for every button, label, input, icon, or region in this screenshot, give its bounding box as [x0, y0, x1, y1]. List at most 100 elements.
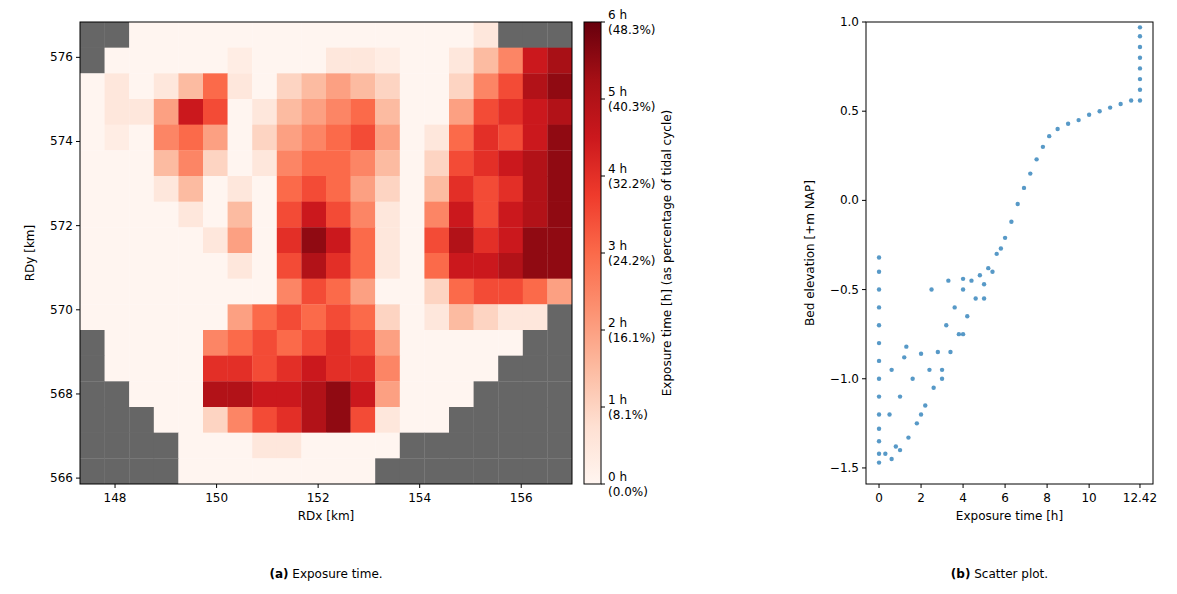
heatmap-cell — [154, 99, 179, 125]
scatter-point — [936, 350, 940, 354]
heatmap-cell — [400, 227, 425, 253]
heatmap-cell — [523, 202, 548, 228]
y-tick — [862, 200, 866, 201]
heatmap-cell — [203, 381, 228, 407]
scatter-point — [1015, 202, 1019, 206]
x-tick-label: 2 — [917, 491, 925, 505]
heatmap-cell — [326, 407, 351, 433]
scatter-point — [994, 252, 998, 256]
scatter-point — [1055, 127, 1059, 131]
y-tick — [76, 309, 80, 310]
heatmap-cell — [424, 304, 449, 330]
y-tick-label: 570 — [50, 303, 73, 317]
heatmap-cell — [277, 433, 302, 459]
heatmap-cell — [326, 150, 351, 176]
heatmap-cell — [498, 407, 523, 433]
heatmap-cell — [277, 176, 302, 202]
scatter-point — [1009, 220, 1013, 224]
heatmap-cell — [105, 150, 130, 176]
heatmap-cell — [203, 253, 228, 279]
heatmap-cell — [326, 176, 351, 202]
heatmap-cells — [80, 22, 572, 484]
y-tick-label: 568 — [50, 387, 73, 401]
scatter-point — [1138, 25, 1142, 29]
heatmap-cell — [498, 304, 523, 330]
y-tick-label: 0.0 — [840, 193, 859, 207]
heatmap-cell — [154, 279, 179, 305]
heatmap-cell — [228, 458, 253, 484]
heatmap-cell — [129, 176, 154, 202]
heatmap-cell — [277, 99, 302, 125]
heatmap-cell — [400, 150, 425, 176]
heatmap-cell — [474, 150, 499, 176]
heatmap-cell — [547, 279, 572, 305]
x-tick — [879, 484, 880, 488]
heatmap-cell — [375, 48, 400, 74]
heatmap-cell — [154, 458, 179, 484]
scatter-point — [906, 435, 910, 439]
heatmap-cell — [523, 356, 548, 382]
heatmap-cell — [547, 150, 572, 176]
heatmap-cell — [129, 330, 154, 356]
colorbar-tick-label-line: (8.1%) — [608, 408, 648, 422]
figure: 148150152154156566568570572574576RDx [km… — [0, 0, 1177, 594]
heatmap-cell — [105, 202, 130, 228]
panel-caption-text: Scatter plot. — [970, 567, 1048, 581]
y-tick — [76, 141, 80, 142]
scatter-point — [887, 412, 891, 416]
heatmap-cell — [228, 407, 253, 433]
heatmap-cell — [424, 381, 449, 407]
heatmap-cell — [498, 73, 523, 99]
heatmap-cell — [105, 458, 130, 484]
heatmap-cell — [400, 433, 425, 459]
colorbar-tick-label-line: 6 h — [608, 8, 627, 22]
x-tick — [963, 484, 964, 488]
colorbar-tick-label-line: 0 h — [608, 470, 627, 484]
heatmap-cell — [449, 73, 474, 99]
heatmap-cell — [228, 73, 253, 99]
heatmap-cell — [252, 176, 277, 202]
heatmap-cell — [105, 279, 130, 305]
scatter-point — [877, 305, 881, 309]
heatmap-cell — [523, 150, 548, 176]
colorbar-tick-label-line: 3 h — [608, 239, 627, 253]
colorbar-tick-label-line: (16.1%) — [608, 331, 655, 345]
heatmap-cell — [375, 150, 400, 176]
x-tick-label: 148 — [104, 491, 127, 505]
heatmap-cell — [277, 125, 302, 151]
heatmap-cell — [154, 227, 179, 253]
heatmap-cell — [129, 73, 154, 99]
scatter-point — [961, 332, 965, 336]
heatmap-cell — [351, 458, 376, 484]
heatmap-cell — [474, 202, 499, 228]
heatmap-cell — [424, 227, 449, 253]
heatmap-cell — [326, 279, 351, 305]
heatmap-cell — [400, 125, 425, 151]
x-tick-label: 152 — [307, 491, 330, 505]
heatmap-cell — [449, 176, 474, 202]
colorbar-tick-label-line: (48.3%) — [608, 23, 655, 37]
heatmap-cell — [547, 330, 572, 356]
heatmap-cell — [547, 253, 572, 279]
x-tick-label: 12.42 — [1123, 491, 1157, 505]
heatmap-cell — [80, 150, 105, 176]
heatmap-cell — [277, 227, 302, 253]
heatmap-cell — [105, 227, 130, 253]
heatmap-cell — [277, 279, 302, 305]
x-tick — [521, 484, 522, 488]
heatmap-cell — [498, 150, 523, 176]
scatter-point — [1129, 98, 1133, 102]
heatmap-cell — [203, 407, 228, 433]
x-tick-label: 150 — [205, 491, 228, 505]
heatmap-cell — [400, 22, 425, 48]
heatmap-cell — [80, 253, 105, 279]
heatmap-cell — [474, 125, 499, 151]
scatter-point — [877, 439, 881, 443]
heatmap-cell — [400, 381, 425, 407]
heatmap-cell — [228, 381, 253, 407]
heatmap-cell — [351, 22, 376, 48]
scatter-point — [889, 457, 893, 461]
heatmap-cell — [252, 253, 277, 279]
heatmap-cell — [154, 48, 179, 74]
heatmap-cell — [129, 48, 154, 74]
